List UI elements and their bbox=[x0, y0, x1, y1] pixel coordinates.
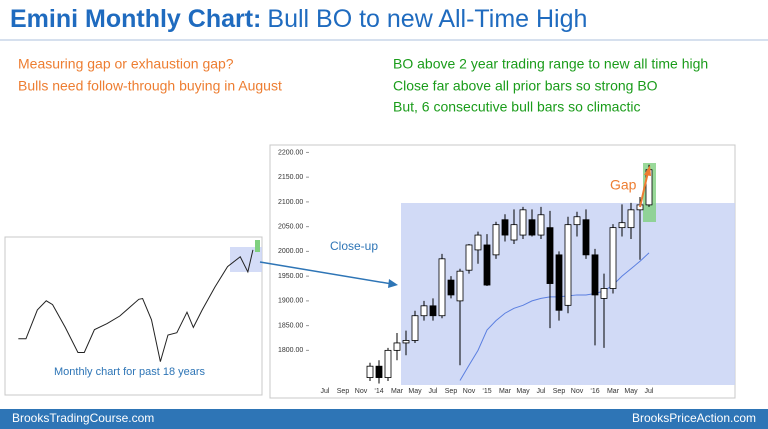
right-note: But, 6 consecutive bull bars so climacti… bbox=[393, 99, 640, 115]
x-tick-label: Sep bbox=[445, 388, 458, 395]
x-tick-label: ‘14 bbox=[374, 388, 383, 395]
title: Emini Monthly Chart: Bull BO to new All-T… bbox=[10, 5, 587, 33]
candle-body bbox=[600, 288, 608, 299]
y-tick-label: 2200.00 bbox=[278, 149, 303, 156]
candle-body bbox=[591, 254, 599, 296]
candle-body bbox=[465, 244, 473, 271]
price-line bbox=[18, 249, 254, 362]
candle-body bbox=[429, 305, 437, 317]
x-tick-label: Sep bbox=[553, 388, 566, 395]
arrow-head bbox=[388, 279, 398, 288]
x-tick-label: Mar bbox=[391, 388, 404, 395]
x-tick-label: Sep bbox=[337, 388, 350, 395]
candle-body bbox=[627, 209, 635, 229]
candle-body bbox=[555, 254, 563, 311]
title-bold: Emini Monthly Chart: bbox=[10, 5, 261, 33]
annotation: Monthly chart for past 18 years bbox=[54, 366, 206, 378]
y-tick-label: 2050.00 bbox=[278, 223, 303, 230]
candle-body bbox=[537, 214, 545, 236]
annotation: Close-up bbox=[330, 239, 378, 253]
candle-body bbox=[618, 222, 626, 229]
candle-body bbox=[528, 219, 536, 236]
candle-body bbox=[492, 224, 500, 256]
footer-right: BrooksPriceAction.com bbox=[632, 411, 756, 425]
candle-body bbox=[384, 349, 392, 378]
x-tick-label: ‘15 bbox=[482, 388, 491, 395]
footer-left: BrooksTradingCourse.com bbox=[12, 411, 154, 425]
y-tick-label: 1900.00 bbox=[278, 298, 303, 305]
x-tick-label: Jul bbox=[429, 388, 438, 395]
overview-gap-highlight bbox=[255, 240, 260, 252]
closeup-arrow bbox=[259, 261, 393, 285]
right-note: BO above 2 year trading range to new all… bbox=[393, 56, 708, 72]
x-tick-label: Jul bbox=[645, 388, 654, 395]
title-rest: Bull BO to new All-Time High bbox=[267, 5, 587, 33]
y-tick-label: 2000.00 bbox=[278, 248, 303, 255]
candle-body bbox=[366, 365, 374, 378]
candle-body bbox=[411, 315, 419, 341]
y-tick-label: 1800.00 bbox=[278, 347, 303, 354]
candle-body bbox=[501, 219, 509, 236]
x-tick-label: Nov bbox=[571, 388, 584, 395]
left-note: Bulls need follow-through buying in Augu… bbox=[18, 78, 282, 94]
right-note: Close far above all prior bars so strong… bbox=[393, 78, 658, 94]
candle-body bbox=[447, 279, 455, 296]
candle-body bbox=[402, 340, 410, 344]
x-tick-label: Jul bbox=[537, 388, 546, 395]
gap-arrow bbox=[639, 171, 649, 208]
candle-body bbox=[483, 244, 491, 286]
moving-average bbox=[459, 252, 650, 381]
x-tick-label: May bbox=[624, 388, 638, 395]
candle-body bbox=[456, 270, 464, 302]
candle-body bbox=[375, 365, 383, 378]
candle-body bbox=[438, 258, 446, 317]
x-tick-label: ‘16 bbox=[590, 388, 599, 395]
x-tick-label: Nov bbox=[463, 388, 476, 395]
footer-bar bbox=[0, 409, 768, 429]
x-tick-label: Mar bbox=[607, 388, 620, 395]
candle-body bbox=[546, 227, 554, 284]
candle-body bbox=[519, 209, 527, 236]
candle-body bbox=[564, 224, 572, 306]
x-tick-label: Nov bbox=[355, 388, 368, 395]
x-tick-label: May bbox=[408, 388, 422, 395]
gap-arrow-head bbox=[644, 165, 651, 176]
overview-frame bbox=[4, 236, 263, 396]
candle-body bbox=[393, 342, 401, 351]
annotation: Gap bbox=[610, 177, 637, 193]
left-note: Measuring gap or exhaustion gap? bbox=[18, 56, 234, 72]
candle-body bbox=[573, 216, 581, 226]
candle-body bbox=[474, 234, 482, 251]
y-tick-label: 2150.00 bbox=[278, 174, 303, 181]
x-tick-label: Jul bbox=[321, 388, 330, 395]
candle-body bbox=[420, 305, 428, 317]
y-tick-label: 1850.00 bbox=[278, 322, 303, 329]
candle-body bbox=[609, 227, 617, 289]
candle-body bbox=[582, 219, 590, 256]
candle-body bbox=[510, 224, 518, 241]
y-tick-label: 1950.00 bbox=[278, 273, 303, 280]
x-tick-label: May bbox=[516, 388, 530, 395]
y-tick-label: 2100.00 bbox=[278, 199, 303, 206]
x-tick-label: Mar bbox=[499, 388, 512, 395]
